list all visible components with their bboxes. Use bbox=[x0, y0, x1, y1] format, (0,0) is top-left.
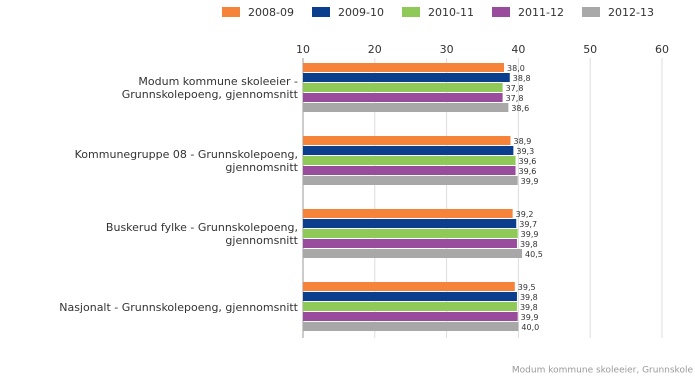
legend-label: 2009-10 bbox=[338, 6, 384, 19]
category-label: Kommunegruppe 08 - Grunnskolepoeng, gjen… bbox=[74, 148, 298, 174]
category-label: Nasjonalt - Grunnskolepoeng, gjennomsnit… bbox=[59, 300, 298, 314]
value-label: 39,8 bbox=[520, 293, 538, 302]
value-label: 37,8 bbox=[506, 94, 524, 103]
value-label: 39,9 bbox=[521, 177, 539, 186]
legend-swatch bbox=[222, 7, 240, 17]
bar bbox=[303, 103, 509, 112]
x-tick-label: 40 bbox=[511, 43, 525, 56]
value-label: 39,7 bbox=[519, 220, 537, 229]
bar bbox=[303, 93, 503, 102]
legend-label: 2011-12 bbox=[518, 6, 564, 19]
bar bbox=[303, 282, 515, 291]
bar bbox=[303, 156, 516, 165]
value-label: 39,8 bbox=[520, 240, 538, 249]
bar bbox=[303, 136, 511, 145]
bar bbox=[303, 209, 513, 218]
bar bbox=[303, 292, 517, 301]
legend-label: 2008-09 bbox=[248, 6, 294, 19]
x-tick-label: 10 bbox=[296, 43, 310, 56]
value-label: 39,6 bbox=[519, 157, 537, 166]
value-label: 39,2 bbox=[516, 210, 534, 219]
value-label: 40,5 bbox=[525, 250, 543, 259]
value-label: 38,9 bbox=[514, 137, 532, 146]
bar bbox=[303, 63, 505, 72]
value-label: 38,6 bbox=[511, 104, 529, 113]
bar bbox=[303, 229, 518, 238]
bar bbox=[303, 176, 518, 185]
bar bbox=[303, 73, 510, 82]
value-label: 39,8 bbox=[520, 303, 538, 312]
bar bbox=[303, 219, 517, 228]
legend-swatch bbox=[582, 7, 600, 17]
bar bbox=[303, 249, 522, 258]
bar bbox=[303, 166, 516, 175]
value-label: 40,0 bbox=[521, 323, 539, 332]
legend-label: 2010-11 bbox=[428, 6, 474, 19]
bar bbox=[303, 146, 514, 155]
bar bbox=[303, 239, 517, 248]
bar bbox=[303, 312, 518, 321]
value-label: 39,3 bbox=[516, 147, 534, 156]
value-label: 38,0 bbox=[507, 64, 525, 73]
value-label: 39,9 bbox=[521, 230, 539, 239]
source-label: Modum kommune skoleeier, Grunnskole bbox=[512, 366, 694, 376]
category-label: Modum kommune skoleeier - Grunnskolepoen… bbox=[121, 75, 298, 101]
value-label: 39,6 bbox=[519, 167, 537, 176]
x-tick-label: 20 bbox=[368, 43, 382, 56]
value-label: 37,8 bbox=[506, 84, 524, 93]
legend-swatch bbox=[312, 7, 330, 17]
x-tick-label: 30 bbox=[440, 43, 454, 56]
value-label: 38,8 bbox=[513, 74, 531, 83]
value-label: 39,5 bbox=[518, 283, 536, 292]
bar bbox=[303, 322, 519, 331]
x-tick-label: 50 bbox=[583, 43, 597, 56]
legend-swatch bbox=[402, 7, 420, 17]
x-tick-label: 60 bbox=[655, 43, 669, 56]
category-label: Buskerud fylke - Grunnskolepoeng, gjenno… bbox=[105, 221, 298, 247]
value-label: 39,9 bbox=[521, 313, 539, 322]
legend-swatch bbox=[492, 7, 510, 17]
bar bbox=[303, 83, 503, 92]
legend-label: 2012-13 bbox=[608, 6, 654, 19]
bar bbox=[303, 302, 517, 311]
